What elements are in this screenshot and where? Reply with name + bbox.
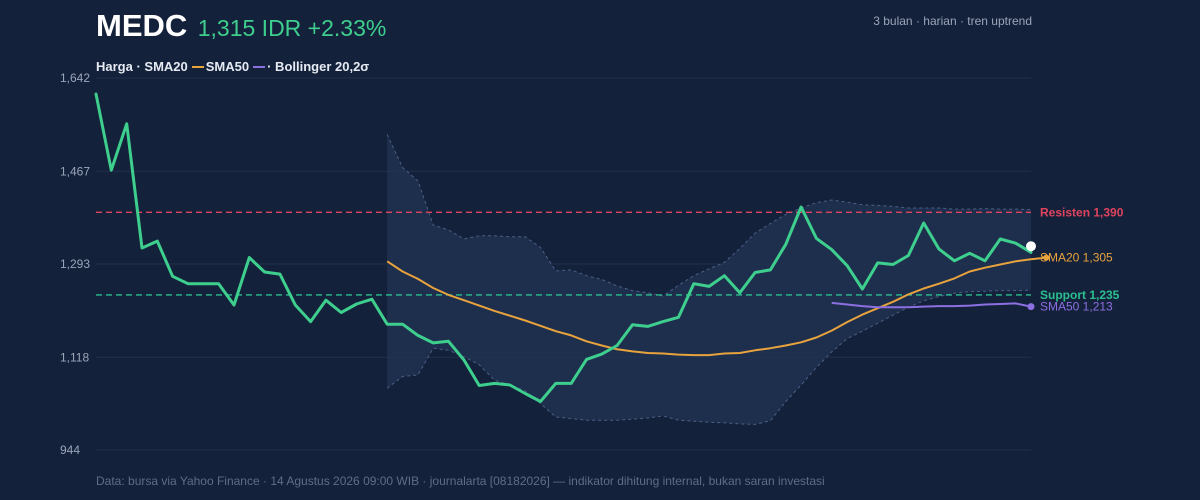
- bollinger-band-fill: [387, 134, 1031, 425]
- chart-header: MEDC 1,315 IDR +2.33%: [96, 8, 386, 44]
- resistance-label: Resisten 1,390: [1040, 205, 1124, 219]
- bollinger-upper-line: [386, 134, 1032, 297]
- sma20-end-label: SMA20 1,305: [1040, 251, 1113, 265]
- y-tick-label: 944: [60, 443, 80, 457]
- legend-price-sma20: Harga · SMA20: [96, 59, 188, 74]
- sma50-end-dot: [1027, 303, 1035, 311]
- legend-bollinger: · Bollinger 20,2σ: [267, 59, 370, 74]
- support-label: Support 1,235: [1040, 288, 1120, 302]
- y-tick-label: 1,118: [60, 350, 89, 364]
- y-tick-label: 1,293: [60, 257, 90, 271]
- chart-footer: Data: bursa via Yahoo Finance · 14 Agust…: [96, 474, 825, 488]
- y-tick-label: 1,642: [60, 71, 90, 85]
- sma20-end-dot: [1043, 254, 1050, 261]
- y-tick-label: 1,467: [60, 164, 90, 178]
- price-change: 1,315 IDR +2.33%: [197, 15, 387, 41]
- ticker-symbol: MEDC: [96, 8, 188, 43]
- price-line: [94, 92, 1033, 403]
- chart-legend: Harga · SMA20 SMA50 · Bollinger 20,2σ: [96, 59, 369, 74]
- sma20-line: [386, 256, 1047, 357]
- sma50-line: [831, 301, 1032, 309]
- legend-bollinger-swatch: [253, 65, 266, 68]
- sma50-end-label: SMA50 1,213: [1040, 300, 1113, 314]
- chart-subtitle: 3 bulan · harian · tren uptrend: [873, 14, 1032, 28]
- legend-sma20-swatch: [191, 65, 204, 68]
- last-price-dot: [1026, 241, 1036, 252]
- legend-sma50: SMA50: [205, 59, 250, 74]
